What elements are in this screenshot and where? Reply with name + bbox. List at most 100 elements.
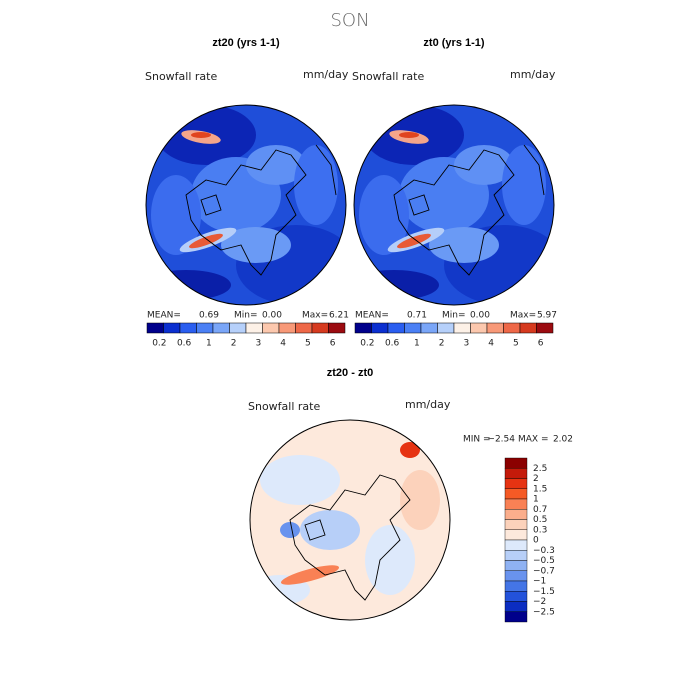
panel-title: zt20 - zt0 — [327, 367, 373, 379]
colorbar-box — [486, 322, 504, 334]
variable-label: Snowfall rate — [248, 400, 320, 413]
colorbar-box — [504, 591, 528, 602]
map-border — [249, 419, 451, 621]
colorbar-label: 2.5 — [533, 464, 547, 474]
colorbar-label: 1.5 — [533, 484, 547, 494]
stat-text: Min= — [234, 311, 258, 321]
figure-title: SON — [330, 10, 369, 31]
colorbar-label: 3 — [256, 339, 262, 349]
units-label: mm/day — [303, 68, 349, 81]
colorbar-box — [504, 457, 528, 469]
stat-text: MEAN= — [147, 311, 181, 321]
colorbar-box — [503, 322, 521, 334]
colorbar-label: 5 — [305, 339, 311, 349]
colorbar-box — [504, 529, 528, 541]
colorbar-box — [278, 322, 296, 334]
colorbar-box — [504, 601, 528, 612]
colorbar-label: 3 — [464, 339, 470, 349]
colorbar-label: 0 — [533, 536, 539, 546]
stat-text: 0.00 — [470, 311, 490, 321]
units-label: mm/day — [510, 68, 556, 81]
colorbar-box — [179, 322, 197, 334]
colorbar-box — [504, 509, 528, 520]
colorbar-label: 6 — [538, 339, 544, 349]
colorbar-label: 2 — [533, 474, 539, 484]
colorbar-label: −2 — [533, 597, 546, 607]
colorbar-label: 4 — [280, 339, 286, 349]
map-border — [145, 104, 347, 306]
colorbar-label: 0.2 — [152, 339, 166, 349]
panel-title: zt20 (yrs 1-1) — [212, 37, 280, 49]
colorbar-box — [504, 488, 528, 500]
stat-text: MIN = — [463, 435, 491, 445]
colorbar-box — [163, 322, 181, 334]
colorbar-box — [311, 322, 329, 334]
colorbar-label: 6 — [330, 339, 336, 349]
colorbar-box — [196, 322, 214, 334]
colorbar-label: 0.6 — [177, 339, 192, 349]
stat-text: Max= — [302, 311, 328, 321]
colorbar-label: −0.7 — [533, 566, 555, 576]
stat-text: MAX = — [518, 435, 549, 445]
stat-text: 6.21 — [329, 311, 349, 321]
colorbar-box — [504, 580, 528, 592]
stat-text: 0.00 — [262, 311, 282, 321]
map-border — [353, 104, 555, 306]
colorbar-box — [519, 322, 537, 334]
colorbar-box — [387, 322, 405, 334]
colorbar-box — [504, 560, 528, 571]
colorbar-box — [212, 322, 230, 334]
colorbar-box — [245, 322, 263, 334]
units-label: mm/day — [405, 398, 451, 411]
colorbar-box — [504, 570, 528, 582]
colorbar-box — [262, 322, 280, 334]
colorbar-box — [146, 322, 164, 334]
colorbar-box — [354, 322, 372, 334]
stat-text: MEAN= — [355, 311, 389, 321]
colorbar-label: 0.7 — [533, 505, 547, 515]
colorbar-box — [504, 611, 528, 623]
colorbar-box — [229, 322, 247, 334]
colorbar-label: 2 — [439, 339, 445, 349]
variable-label: Snowfall rate — [352, 70, 424, 83]
variable-label: Snowfall rate — [145, 70, 217, 83]
colorbar-box — [504, 539, 528, 551]
colorbar-box — [504, 550, 528, 561]
colorbar-label: 1 — [533, 495, 539, 505]
colorbar-label: 1 — [414, 339, 420, 349]
map — [250, 420, 450, 620]
colorbar-box — [504, 468, 528, 479]
stat-text: −2.54 — [487, 435, 515, 445]
colorbar-box — [504, 478, 528, 489]
colorbar-box — [328, 322, 346, 334]
colorbar-box — [470, 322, 488, 334]
colorbar-box — [404, 322, 422, 334]
map — [354, 105, 554, 305]
stat-text: 5.97 — [537, 311, 557, 321]
stat-text: Min= — [442, 311, 466, 321]
stat-text: 0.71 — [407, 311, 427, 321]
colorbar-box — [295, 322, 313, 334]
colorbar-label: 4 — [488, 339, 494, 349]
colorbar-label: −0.3 — [533, 546, 555, 556]
colorbar-label: −1 — [533, 577, 546, 587]
map — [146, 105, 346, 305]
stat-text: 0.69 — [199, 311, 219, 321]
stat-text: 2.02 — [553, 435, 573, 445]
colorbar-label: −1.5 — [533, 587, 555, 597]
colorbar-label: 0.2 — [360, 339, 374, 349]
colorbar-box — [420, 322, 438, 334]
panel-title: zt0 (yrs 1-1) — [423, 37, 484, 49]
colorbar-label: 0.3 — [533, 525, 547, 535]
stat-text: Max= — [510, 311, 536, 321]
colorbar-label: 1 — [206, 339, 212, 349]
colorbar-box — [437, 322, 455, 334]
colorbar-box — [504, 498, 528, 510]
colorbar-box — [371, 322, 389, 334]
colorbar-label: 0.5 — [533, 515, 547, 525]
colorbar-box — [504, 519, 528, 530]
colorbar-label: −0.5 — [533, 556, 555, 566]
colorbar-label: −2.5 — [533, 607, 555, 617]
colorbar-box — [453, 322, 471, 334]
